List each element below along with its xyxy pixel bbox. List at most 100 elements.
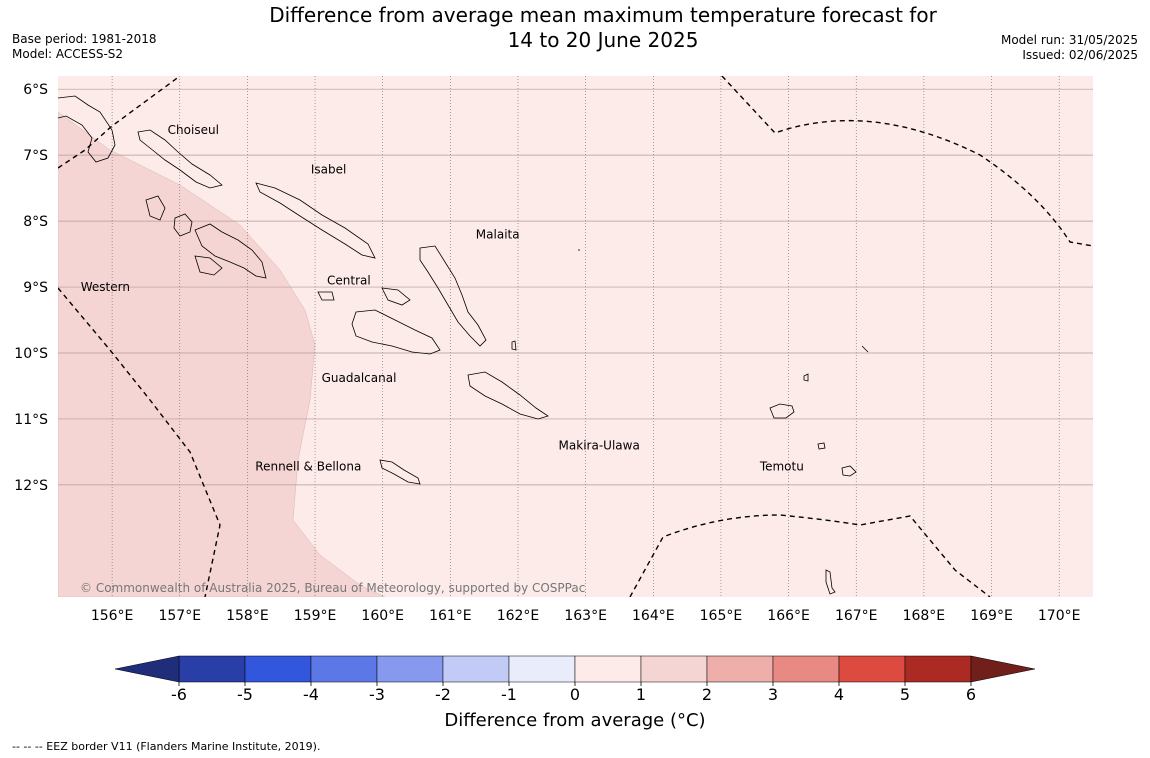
bougainville-coast: [58, 95, 116, 163]
anomaly-zone-1-2: [58, 111, 386, 597]
colorbar: -6 -5 -4 -3 -2 -1 0 1 2 3 4 5 6: [114, 655, 1036, 704]
colorbar-tick-label: 4: [834, 685, 844, 704]
colorbar-segment: [442, 655, 510, 683]
russell-islands-coast: [317, 291, 335, 301]
model-info: Base period: 1981-2018 Model: ACCESS-S2: [12, 32, 157, 62]
colorbar-tick-label: -6: [171, 685, 187, 704]
title-line-1: Difference from average mean maximum tem…: [269, 3, 937, 27]
lon-tick-label: 160°E: [361, 608, 404, 624]
colorbar-title: Difference from average (°C): [444, 710, 706, 731]
province-labels: Choiseul Isabel Malaita Western Central Guada…: [81, 123, 804, 473]
colorbar-segment: [178, 655, 246, 683]
lon-tick-label: 170°E: [1038, 608, 1081, 624]
lon-tick-label: 158°E: [226, 608, 269, 624]
ulawa-coast: [511, 340, 517, 351]
eez-borders: [58, 76, 1093, 597]
tikopia-coast: [817, 442, 826, 450]
eez-footnote: -- -- -- EEZ border V11 (Flanders Marine…: [12, 740, 321, 753]
lat-tick-label: 6°S: [23, 82, 48, 98]
copyright-notice: © Commonwealth of Australia 2025, Bureau…: [80, 581, 585, 595]
lon-tick-label: 157°E: [158, 608, 201, 624]
vella-lavella-coast: [145, 195, 166, 221]
lon-tick-label: 169°E: [970, 608, 1013, 624]
colorbar-segment: [376, 655, 444, 683]
isabel-coast: [255, 182, 376, 259]
eez-border-png-north: [58, 76, 181, 169]
lat-tick-label: 12°S: [14, 478, 48, 494]
province-label: Central: [327, 273, 371, 287]
colorbar-tick-label: 3: [768, 685, 778, 704]
lon-tick-label: 164°E: [632, 608, 675, 624]
colorbar-tick-label: -1: [501, 685, 517, 704]
colorbar-segment: [706, 655, 774, 683]
province-label: Guadalcanal: [322, 371, 397, 385]
colorbar-segment: [310, 655, 378, 683]
lon-tick-label: 162°E: [497, 608, 540, 624]
colorbar-segment: [244, 655, 312, 683]
rendova-coast: [194, 255, 223, 276]
colorbar-tick-label: -4: [303, 685, 319, 704]
province-label: Rennell & Bellona: [255, 459, 361, 473]
eez-border-west: [58, 287, 221, 597]
province-label: Malaita: [476, 227, 520, 241]
lon-tick-label: 156°E: [91, 608, 134, 624]
new-georgia-coast: [173, 213, 193, 237]
issued-date: Issued: 02/06/2025: [1022, 48, 1138, 62]
colorbar-segment: [508, 655, 576, 683]
duff-islands-coast: [861, 345, 869, 353]
base-period: Base period: 1981-2018: [12, 32, 157, 46]
colorbar-segment: [574, 655, 642, 683]
latitude-tick-labels: 6°S 7°S 8°S 9°S 10°S 11°S 12°S: [14, 82, 48, 494]
province-label: Western: [81, 280, 130, 294]
choiseul-coast: [137, 129, 223, 189]
vanikoro-coast: [841, 465, 857, 477]
coastlines: [58, 95, 869, 595]
lat-tick-label: 9°S: [23, 280, 48, 296]
longitude-tick-labels: 156°E 157°E 158°E 159°E 160°E 161°E 162°E 163°E…: [91, 608, 1081, 624]
colorbar-segment: [640, 655, 708, 683]
colorbar-tick-label: -2: [435, 685, 451, 704]
lon-tick-label: 168°E: [903, 608, 946, 624]
colorbar-over-extension: [970, 655, 1036, 683]
guadalcanal-coast: [351, 309, 441, 355]
colorbar-tick-label: 1: [636, 685, 646, 704]
colorbar-segment: [838, 655, 906, 683]
malaita-coast: [419, 245, 487, 347]
province-label: Temotu: [759, 459, 804, 473]
lon-tick-label: 159°E: [294, 608, 337, 624]
graticule: [58, 76, 1093, 597]
nggela-coast: [381, 287, 411, 306]
model-run-date: Model run: 31/05/2025: [1000, 33, 1138, 47]
province-label: Makira-Ulawa: [559, 438, 640, 452]
province-label: Isabel: [311, 163, 346, 177]
map-title: Difference from average mean maximum tem…: [0, 3, 1150, 53]
lon-tick-label: 165°E: [700, 608, 743, 624]
lat-tick-label: 11°S: [14, 412, 48, 428]
colorbar-tick-label: 5: [900, 685, 910, 704]
eez-border-south: [629, 514, 991, 597]
colorbar-tick-label: -3: [369, 685, 385, 704]
colorbar-segment: [904, 655, 972, 683]
anuta-coast: [825, 569, 836, 595]
lon-tick-label: 161°E: [429, 608, 472, 624]
colorbar-tick-label: 0: [570, 685, 580, 704]
lon-tick-label: 166°E: [767, 608, 810, 624]
colorbar-segment: [772, 655, 840, 683]
title-line-2: 14 to 20 June 2025: [507, 28, 699, 52]
lat-tick-label: 7°S: [23, 148, 48, 164]
colorbar-tick-label: 6: [966, 685, 976, 704]
colorbar-under-extension: [114, 655, 180, 683]
new-georgia-group-coast: [194, 223, 267, 279]
lon-tick-label: 167°E: [835, 608, 878, 624]
province-label: Choiseul: [168, 123, 219, 137]
makira-coast: [467, 371, 549, 420]
model-name: Model: ACCESS-S2: [12, 47, 124, 61]
lon-tick-label: 163°E: [564, 608, 607, 624]
santa-cruz-coast: [769, 403, 795, 419]
rennell-coast: [379, 459, 421, 485]
run-info: Model run: 31/05/2025 Issued: 02/06/2025: [1001, 33, 1138, 63]
lat-tick-label: 8°S: [23, 214, 48, 230]
eez-border-east: [721, 76, 1093, 247]
colorbar-tick-label: -5: [237, 685, 253, 704]
colorbar-tick-label: 2: [702, 685, 712, 704]
